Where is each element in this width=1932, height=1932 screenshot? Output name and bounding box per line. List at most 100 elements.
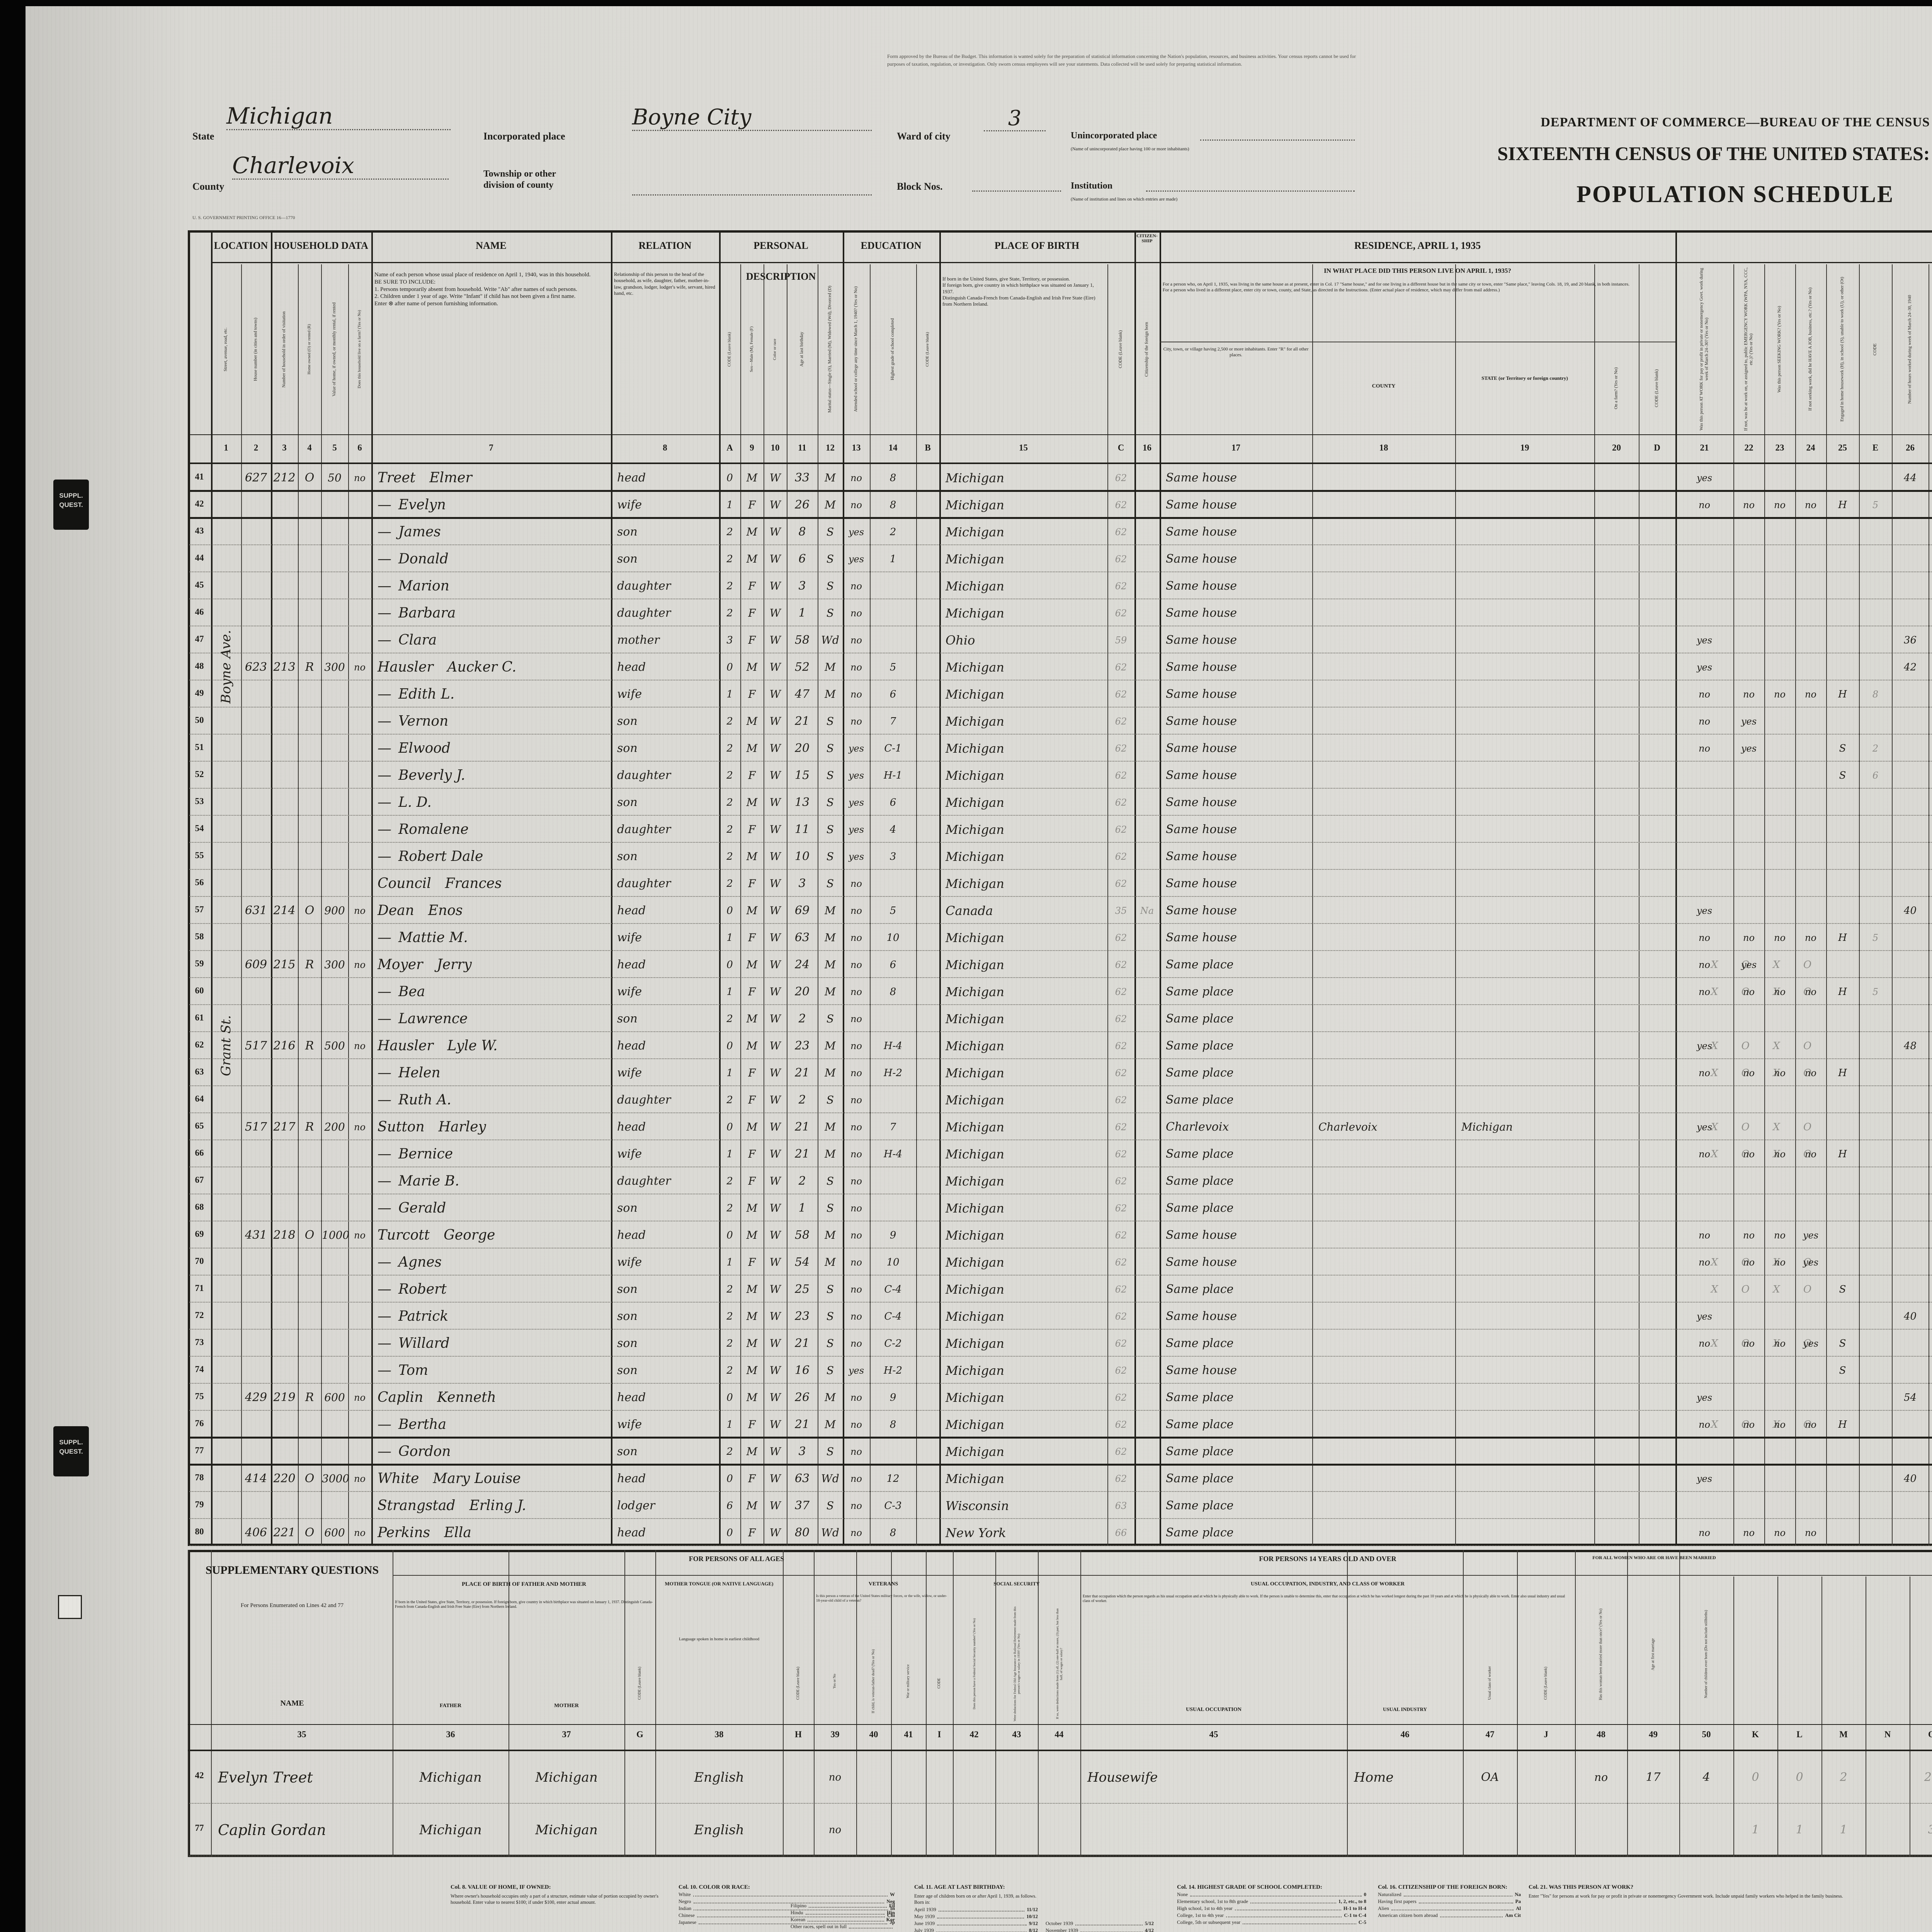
- cell-75-bp: Michigan: [946, 1390, 1004, 1405]
- cell-70-e4: yes: [1803, 1257, 1819, 1268]
- township-label: Township or other division of county: [483, 169, 556, 190]
- cell-51-sc: yes: [848, 743, 864, 754]
- cell-41-rel: head: [617, 471, 646, 485]
- row-71-rule: [189, 1302, 1932, 1303]
- cell-48-e1: yes: [1696, 662, 1713, 673]
- cell-74-ag: 16: [794, 1364, 810, 1377]
- cell-75-sc: no: [850, 1392, 862, 1403]
- cell-53-gr: 6: [889, 797, 896, 808]
- cell-59-pencil-codes: X O X O: [1711, 959, 1822, 971]
- cell-59-e2: yes: [1741, 959, 1757, 970]
- row-73-rule: [189, 1356, 1932, 1357]
- note-col14-item-1: Elementary school, 1st to 8th grade 1, 2,…: [1177, 1898, 1366, 1904]
- line-number-left-64: 64: [195, 1094, 204, 1104]
- cell-51-A: 2: [726, 743, 733, 754]
- cell-42-rc: W: [769, 498, 781, 511]
- unincorporated-place-label: Unincorporated place: [1071, 131, 1157, 141]
- cell-55-mr: S: [826, 850, 834, 863]
- row-72-rule: [189, 1329, 1932, 1330]
- column-line-sx: [740, 264, 741, 1546]
- column-number-4: 4: [307, 443, 312, 452]
- column-number-5: 5: [332, 443, 337, 452]
- cell-74-sc: yes: [848, 1365, 864, 1376]
- line-number-left-65: 65: [195, 1121, 204, 1131]
- cell-62-nm: Hausler Lyle W.: [378, 1038, 498, 1054]
- column-line-e6: [1892, 264, 1893, 1546]
- cell-62-hn: 517: [245, 1039, 267, 1053]
- cell-73-e3: no: [1774, 1338, 1786, 1349]
- line-number-left-73: 73: [195, 1337, 204, 1347]
- column-number-22: 22: [1744, 443, 1753, 452]
- cell-57-e6: 40: [1903, 905, 1917, 917]
- cell-55-gr: 3: [889, 851, 896, 862]
- cell-51-rc: W: [769, 742, 781, 755]
- state-value: Michigan: [226, 103, 451, 130]
- cell-48-gr: 5: [889, 662, 896, 673]
- line-number-left-52: 52: [195, 769, 204, 779]
- column-line-Cc: [1107, 264, 1108, 1546]
- cell-47-sx: F: [748, 634, 756, 646]
- cell-64-A: 2: [726, 1094, 733, 1106]
- cell-46-sc: no: [850, 608, 862, 619]
- cell-53-sx: M: [746, 796, 758, 809]
- cell-45-r1: Same house: [1166, 579, 1237, 593]
- column-line-r2: [1312, 264, 1313, 1546]
- cell-68-Cc: 62: [1115, 1203, 1127, 1214]
- cell-70-e2: no: [1743, 1257, 1755, 1268]
- cell-60-sx: F: [748, 985, 756, 998]
- column-line-val: [321, 264, 322, 1546]
- column-number-B: B: [925, 443, 931, 452]
- cell-64-ag: 2: [798, 1093, 806, 1107]
- cell-44-mr: S: [826, 553, 834, 565]
- cell-62-ag: 23: [794, 1039, 810, 1053]
- cell-73-sc: no: [850, 1338, 862, 1349]
- cell-42-bp: Michigan: [946, 498, 1004, 512]
- cell-67-sx: F: [748, 1175, 756, 1187]
- cell-60-e4: no: [1805, 986, 1816, 997]
- cell-51-r1: Same house: [1166, 742, 1237, 755]
- cell-57-Cc: 35: [1115, 905, 1127, 916]
- confidential-notice: Form approved by the Bureau of the Budge…: [887, 53, 1932, 68]
- cell-50-rel: son: [617, 714, 638, 728]
- cell-75-ten: R: [305, 1391, 314, 1404]
- cell-45-sc: no: [850, 581, 862, 592]
- column-number-26: 26: [1906, 443, 1915, 452]
- line-number-left-70: 70: [195, 1256, 204, 1266]
- cell-41-mr: M: [825, 471, 836, 484]
- cell-49-r1: Same house: [1166, 687, 1237, 701]
- cell-55-ag: 10: [794, 850, 810, 863]
- cell-70-e3: no: [1774, 1257, 1786, 1268]
- cell-66-sc: no: [850, 1149, 862, 1160]
- cell-61-sx: M: [746, 1012, 758, 1025]
- cell-71-rc: W: [769, 1283, 781, 1296]
- cell-44-A: 2: [726, 553, 733, 565]
- column-number-10: 10: [770, 443, 780, 452]
- column-line-e5: [1826, 264, 1827, 1546]
- cell-54-mr: S: [826, 823, 834, 836]
- cell-44-sc: yes: [848, 554, 864, 565]
- cell-70-ag: 54: [794, 1255, 810, 1269]
- cell-64-Cc: 62: [1115, 1095, 1127, 1105]
- cell-65-r2: Charlevoix: [1318, 1121, 1378, 1133]
- block-field: [972, 180, 1061, 192]
- column-number-11: 11: [798, 443, 806, 452]
- cell-41-hn: 627: [245, 471, 267, 485]
- cell-56-r1: Same house: [1166, 877, 1237, 890]
- cell-52-mr: S: [826, 769, 834, 782]
- note-col21-text: Enter "Yes" for persons at work for pay …: [1529, 1893, 1843, 1899]
- column-line-E: [1859, 264, 1860, 1546]
- cell-63-nm: — Helen: [378, 1065, 440, 1081]
- cell-68-rel: son: [617, 1201, 638, 1215]
- note-col14: Col. 14. HIGHEST GRADE OF SCHOOL COMPLET…: [1177, 1884, 1366, 1926]
- cell-57-val: 900: [324, 904, 345, 917]
- cell-60-mr: M: [825, 985, 836, 998]
- cell-67-Cc: 62: [1115, 1176, 1127, 1187]
- cell-47-mr: Wd: [821, 634, 839, 646]
- cell-48-Cc: 62: [1115, 662, 1127, 673]
- cell-51-e5: S: [1839, 743, 1846, 754]
- cell-66-mr: M: [825, 1148, 836, 1160]
- cell-65-nm: Sutton Harley: [378, 1119, 486, 1135]
- cell-61-ag: 2: [798, 1012, 806, 1026]
- cell-73-sx: M: [746, 1337, 758, 1350]
- line-number-left-62: 62: [195, 1040, 204, 1049]
